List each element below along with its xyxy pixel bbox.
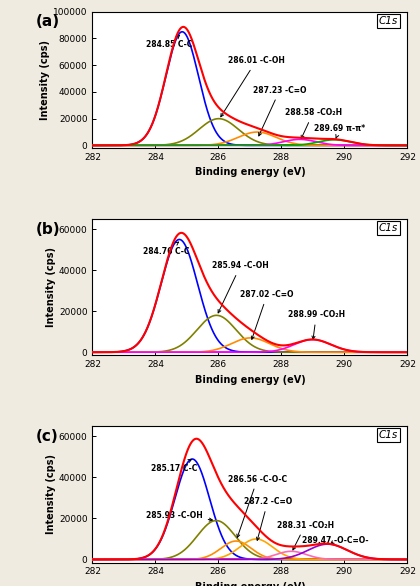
Text: 288.31 -CO₂H: 288.31 -CO₂H — [277, 521, 334, 550]
Text: 286.01 -C-OH: 286.01 -C-OH — [221, 56, 285, 117]
Text: 288.99 -CO₂H: 288.99 -CO₂H — [288, 311, 345, 339]
Text: 288.58 -CO₂H: 288.58 -CO₂H — [285, 108, 342, 138]
Text: 289.69 π-π*: 289.69 π-π* — [315, 124, 365, 138]
Text: 285.17 C-C: 285.17 C-C — [151, 459, 197, 473]
Text: 284.76 C-C: 284.76 C-C — [143, 242, 189, 256]
Text: 285.94 -C-OH: 285.94 -C-OH — [212, 261, 269, 313]
Text: 284.85 C-C: 284.85 C-C — [146, 35, 192, 49]
Text: 287.23 -C=O: 287.23 -C=O — [253, 86, 307, 136]
Text: 287.02 -C=O: 287.02 -C=O — [240, 290, 294, 339]
Text: (b): (b) — [36, 222, 60, 237]
Text: 286.56 -C-O-C: 286.56 -C-O-C — [228, 475, 287, 537]
Text: (c): (c) — [36, 429, 58, 444]
Text: C1s: C1s — [379, 16, 398, 26]
Text: (a): (a) — [36, 15, 60, 29]
X-axis label: Binding energy (eV): Binding energy (eV) — [194, 168, 305, 178]
Text: 289.47 -O-C=O-: 289.47 -O-C=O- — [302, 536, 368, 545]
X-axis label: Binding energy (eV): Binding energy (eV) — [194, 374, 305, 385]
Text: C1s: C1s — [379, 223, 398, 233]
Y-axis label: Intensity (cps): Intensity (cps) — [40, 40, 50, 120]
Text: 287.2 -C=O: 287.2 -C=O — [244, 497, 292, 540]
Text: 285.93 -C-OH: 285.93 -C-OH — [146, 510, 213, 521]
X-axis label: Binding energy (eV): Binding energy (eV) — [194, 582, 305, 586]
Text: C1s: C1s — [379, 430, 398, 440]
Y-axis label: Intensity (cps): Intensity (cps) — [46, 454, 56, 534]
Y-axis label: Intensity (cps): Intensity (cps) — [46, 247, 56, 327]
